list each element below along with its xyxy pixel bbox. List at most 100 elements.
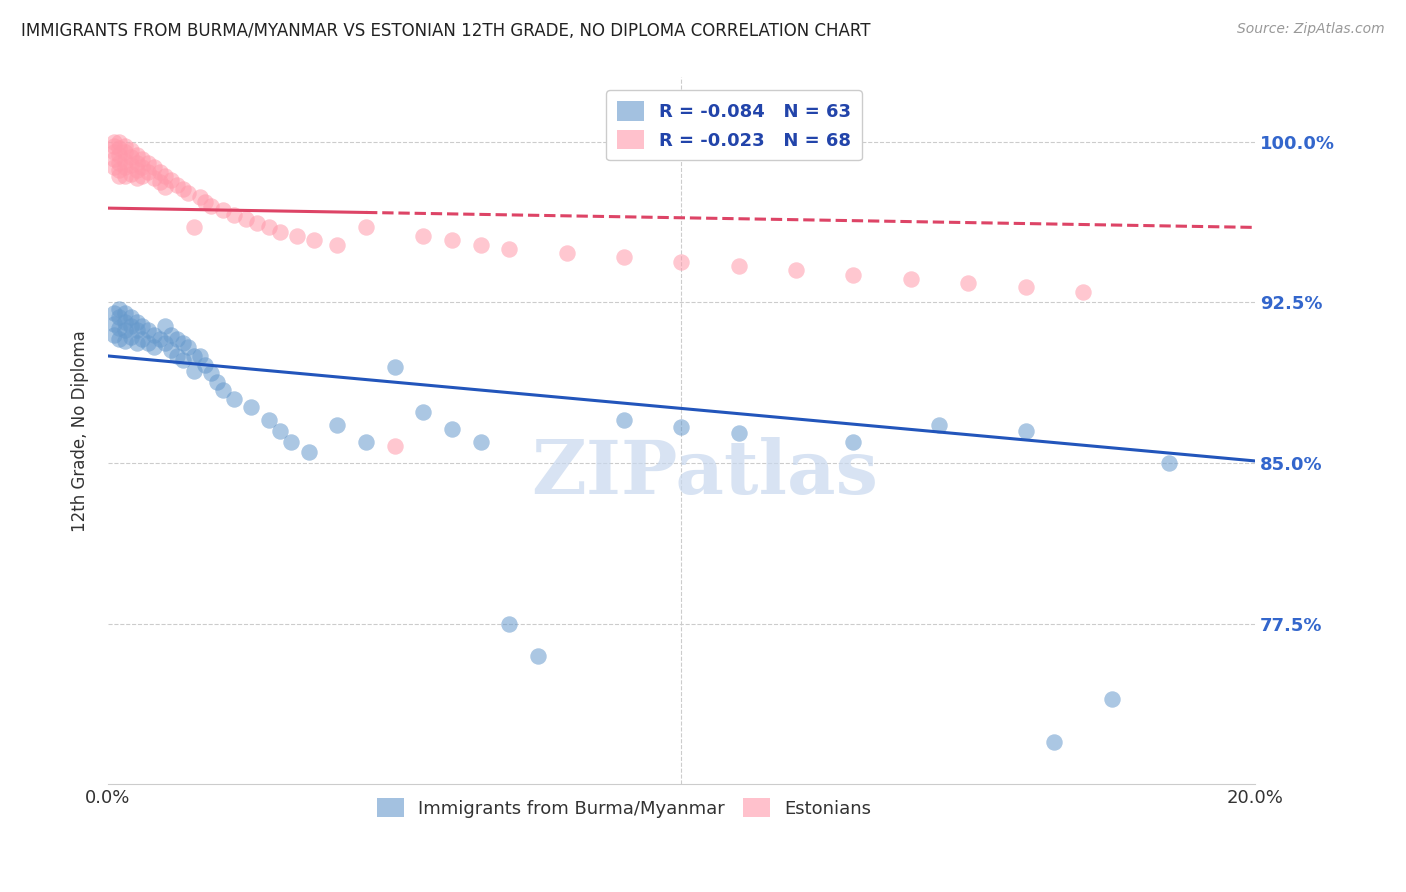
Point bbox=[671, 254, 693, 268]
Point bbox=[224, 392, 246, 406]
Point bbox=[842, 268, 865, 282]
Point bbox=[108, 310, 131, 325]
Point bbox=[155, 169, 177, 183]
Point bbox=[114, 139, 136, 153]
Point bbox=[1157, 456, 1180, 470]
Point bbox=[326, 237, 349, 252]
Point bbox=[188, 349, 211, 363]
Point bbox=[412, 404, 434, 418]
Point bbox=[149, 332, 172, 346]
Point bbox=[166, 332, 188, 346]
Point bbox=[470, 434, 492, 449]
Point bbox=[183, 220, 205, 235]
Point bbox=[172, 336, 194, 351]
Point bbox=[120, 150, 142, 164]
Point bbox=[155, 179, 177, 194]
Point bbox=[125, 162, 148, 177]
Y-axis label: 12th Grade, No Diploma: 12th Grade, No Diploma bbox=[72, 330, 89, 532]
Point bbox=[177, 340, 200, 354]
Point bbox=[727, 426, 749, 441]
Point bbox=[120, 143, 142, 157]
Point bbox=[246, 216, 269, 230]
Point bbox=[114, 323, 136, 337]
Point bbox=[285, 229, 308, 244]
Point bbox=[1043, 734, 1066, 748]
Point bbox=[103, 152, 125, 166]
Point bbox=[240, 401, 263, 415]
Text: Source: ZipAtlas.com: Source: ZipAtlas.com bbox=[1237, 22, 1385, 37]
Point bbox=[108, 156, 131, 170]
Point bbox=[131, 318, 153, 333]
Point bbox=[172, 182, 194, 196]
Point bbox=[131, 161, 153, 175]
Point bbox=[103, 327, 125, 342]
Point bbox=[613, 251, 636, 265]
Point bbox=[1014, 280, 1036, 294]
Point bbox=[160, 343, 183, 357]
Point bbox=[304, 233, 326, 247]
Point bbox=[136, 164, 159, 178]
Point bbox=[235, 211, 257, 226]
Point bbox=[384, 359, 406, 374]
Point bbox=[108, 332, 131, 346]
Point bbox=[120, 329, 142, 343]
Point bbox=[211, 203, 233, 218]
Point bbox=[120, 318, 142, 333]
Point bbox=[149, 176, 172, 190]
Point bbox=[103, 306, 125, 320]
Point bbox=[142, 340, 165, 354]
Point bbox=[555, 246, 578, 260]
Point bbox=[120, 167, 142, 181]
Point bbox=[257, 220, 280, 235]
Point bbox=[142, 327, 165, 342]
Point bbox=[155, 336, 177, 351]
Point bbox=[269, 424, 291, 438]
Point bbox=[125, 147, 148, 161]
Point bbox=[928, 417, 950, 432]
Point bbox=[108, 169, 131, 183]
Point bbox=[108, 147, 131, 161]
Point bbox=[103, 139, 125, 153]
Point bbox=[200, 366, 222, 380]
Point bbox=[160, 327, 183, 342]
Point bbox=[1101, 691, 1123, 706]
Point bbox=[1014, 424, 1036, 438]
Point bbox=[298, 445, 321, 459]
Point bbox=[131, 169, 153, 183]
Point bbox=[441, 233, 464, 247]
Point bbox=[183, 364, 205, 378]
Point bbox=[269, 225, 291, 239]
Point bbox=[326, 417, 349, 432]
Point bbox=[160, 173, 183, 187]
Point bbox=[120, 158, 142, 172]
Point bbox=[103, 161, 125, 175]
Point bbox=[498, 242, 520, 256]
Point bbox=[177, 186, 200, 201]
Point bbox=[114, 153, 136, 168]
Point bbox=[957, 276, 980, 290]
Point bbox=[114, 161, 136, 175]
Point bbox=[155, 318, 177, 333]
Point bbox=[125, 315, 148, 329]
Point bbox=[125, 171, 148, 186]
Point bbox=[108, 301, 131, 316]
Point bbox=[1071, 285, 1094, 299]
Point bbox=[114, 145, 136, 160]
Point bbox=[842, 434, 865, 449]
Point bbox=[194, 358, 217, 372]
Point bbox=[108, 162, 131, 177]
Point bbox=[142, 161, 165, 175]
Point bbox=[108, 141, 131, 155]
Point bbox=[136, 323, 159, 337]
Point bbox=[108, 135, 131, 149]
Point bbox=[103, 145, 125, 160]
Point bbox=[354, 434, 377, 449]
Point bbox=[136, 336, 159, 351]
Point bbox=[224, 208, 246, 222]
Point bbox=[172, 353, 194, 368]
Point bbox=[200, 199, 222, 213]
Point bbox=[211, 383, 233, 397]
Point bbox=[527, 648, 550, 663]
Point bbox=[120, 310, 142, 325]
Point bbox=[280, 434, 302, 449]
